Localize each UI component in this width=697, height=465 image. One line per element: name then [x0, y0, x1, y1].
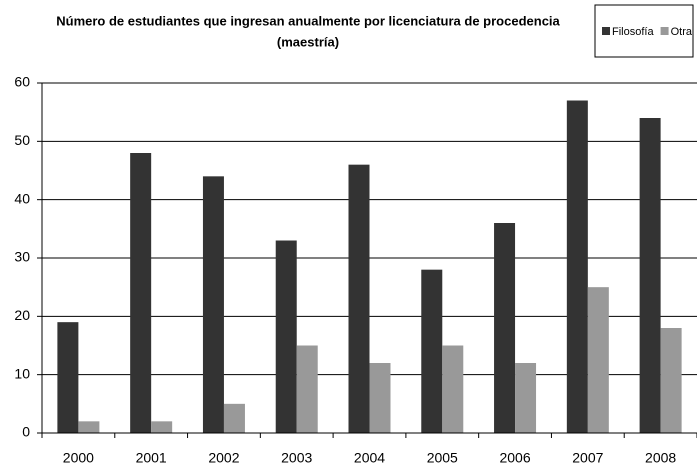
y-tick-label: 30 — [14, 249, 30, 265]
x-tick-label: 2000 — [63, 450, 94, 465]
bar — [660, 328, 682, 433]
x-tick-label: 2002 — [208, 450, 239, 465]
bar — [566, 100, 588, 433]
legend-swatch — [602, 27, 610, 35]
bar — [494, 223, 516, 433]
legend-label: Filosofía — [612, 26, 654, 38]
y-tick-label: 20 — [14, 307, 30, 323]
chart-title: Número de estudiantes que ingresan anual… — [56, 13, 560, 28]
x-tick-label: 2005 — [427, 450, 458, 465]
x-tick-label: 2004 — [354, 450, 385, 465]
y-tick-label: 10 — [14, 365, 30, 381]
x-tick-label: 2003 — [281, 450, 312, 465]
legend-swatch — [660, 27, 669, 35]
bar — [223, 403, 245, 433]
bar — [421, 269, 443, 433]
y-tick-label: 60 — [14, 74, 30, 90]
bar — [151, 421, 173, 433]
bar — [587, 287, 609, 433]
bar — [348, 164, 370, 433]
y-tick-label: 0 — [22, 424, 30, 440]
bar — [202, 176, 224, 434]
bar — [78, 421, 100, 433]
y-tick-label: 40 — [14, 190, 30, 206]
x-tick-label: 2006 — [499, 450, 530, 465]
y-tick-label: 50 — [14, 132, 30, 148]
bar — [639, 118, 661, 433]
bar — [515, 363, 537, 433]
bar — [296, 345, 318, 433]
bar — [369, 363, 391, 433]
bar — [130, 153, 152, 433]
bar — [442, 345, 464, 433]
x-tick-label: 2001 — [136, 450, 167, 465]
legend-label: Otra — [671, 26, 693, 38]
bar — [57, 322, 79, 433]
x-tick-label: 2008 — [645, 450, 676, 465]
chart-subtitle: (maestría) — [277, 34, 339, 49]
legend-box — [594, 4, 694, 58]
bar — [275, 240, 297, 433]
x-tick-label: 2007 — [572, 450, 603, 465]
